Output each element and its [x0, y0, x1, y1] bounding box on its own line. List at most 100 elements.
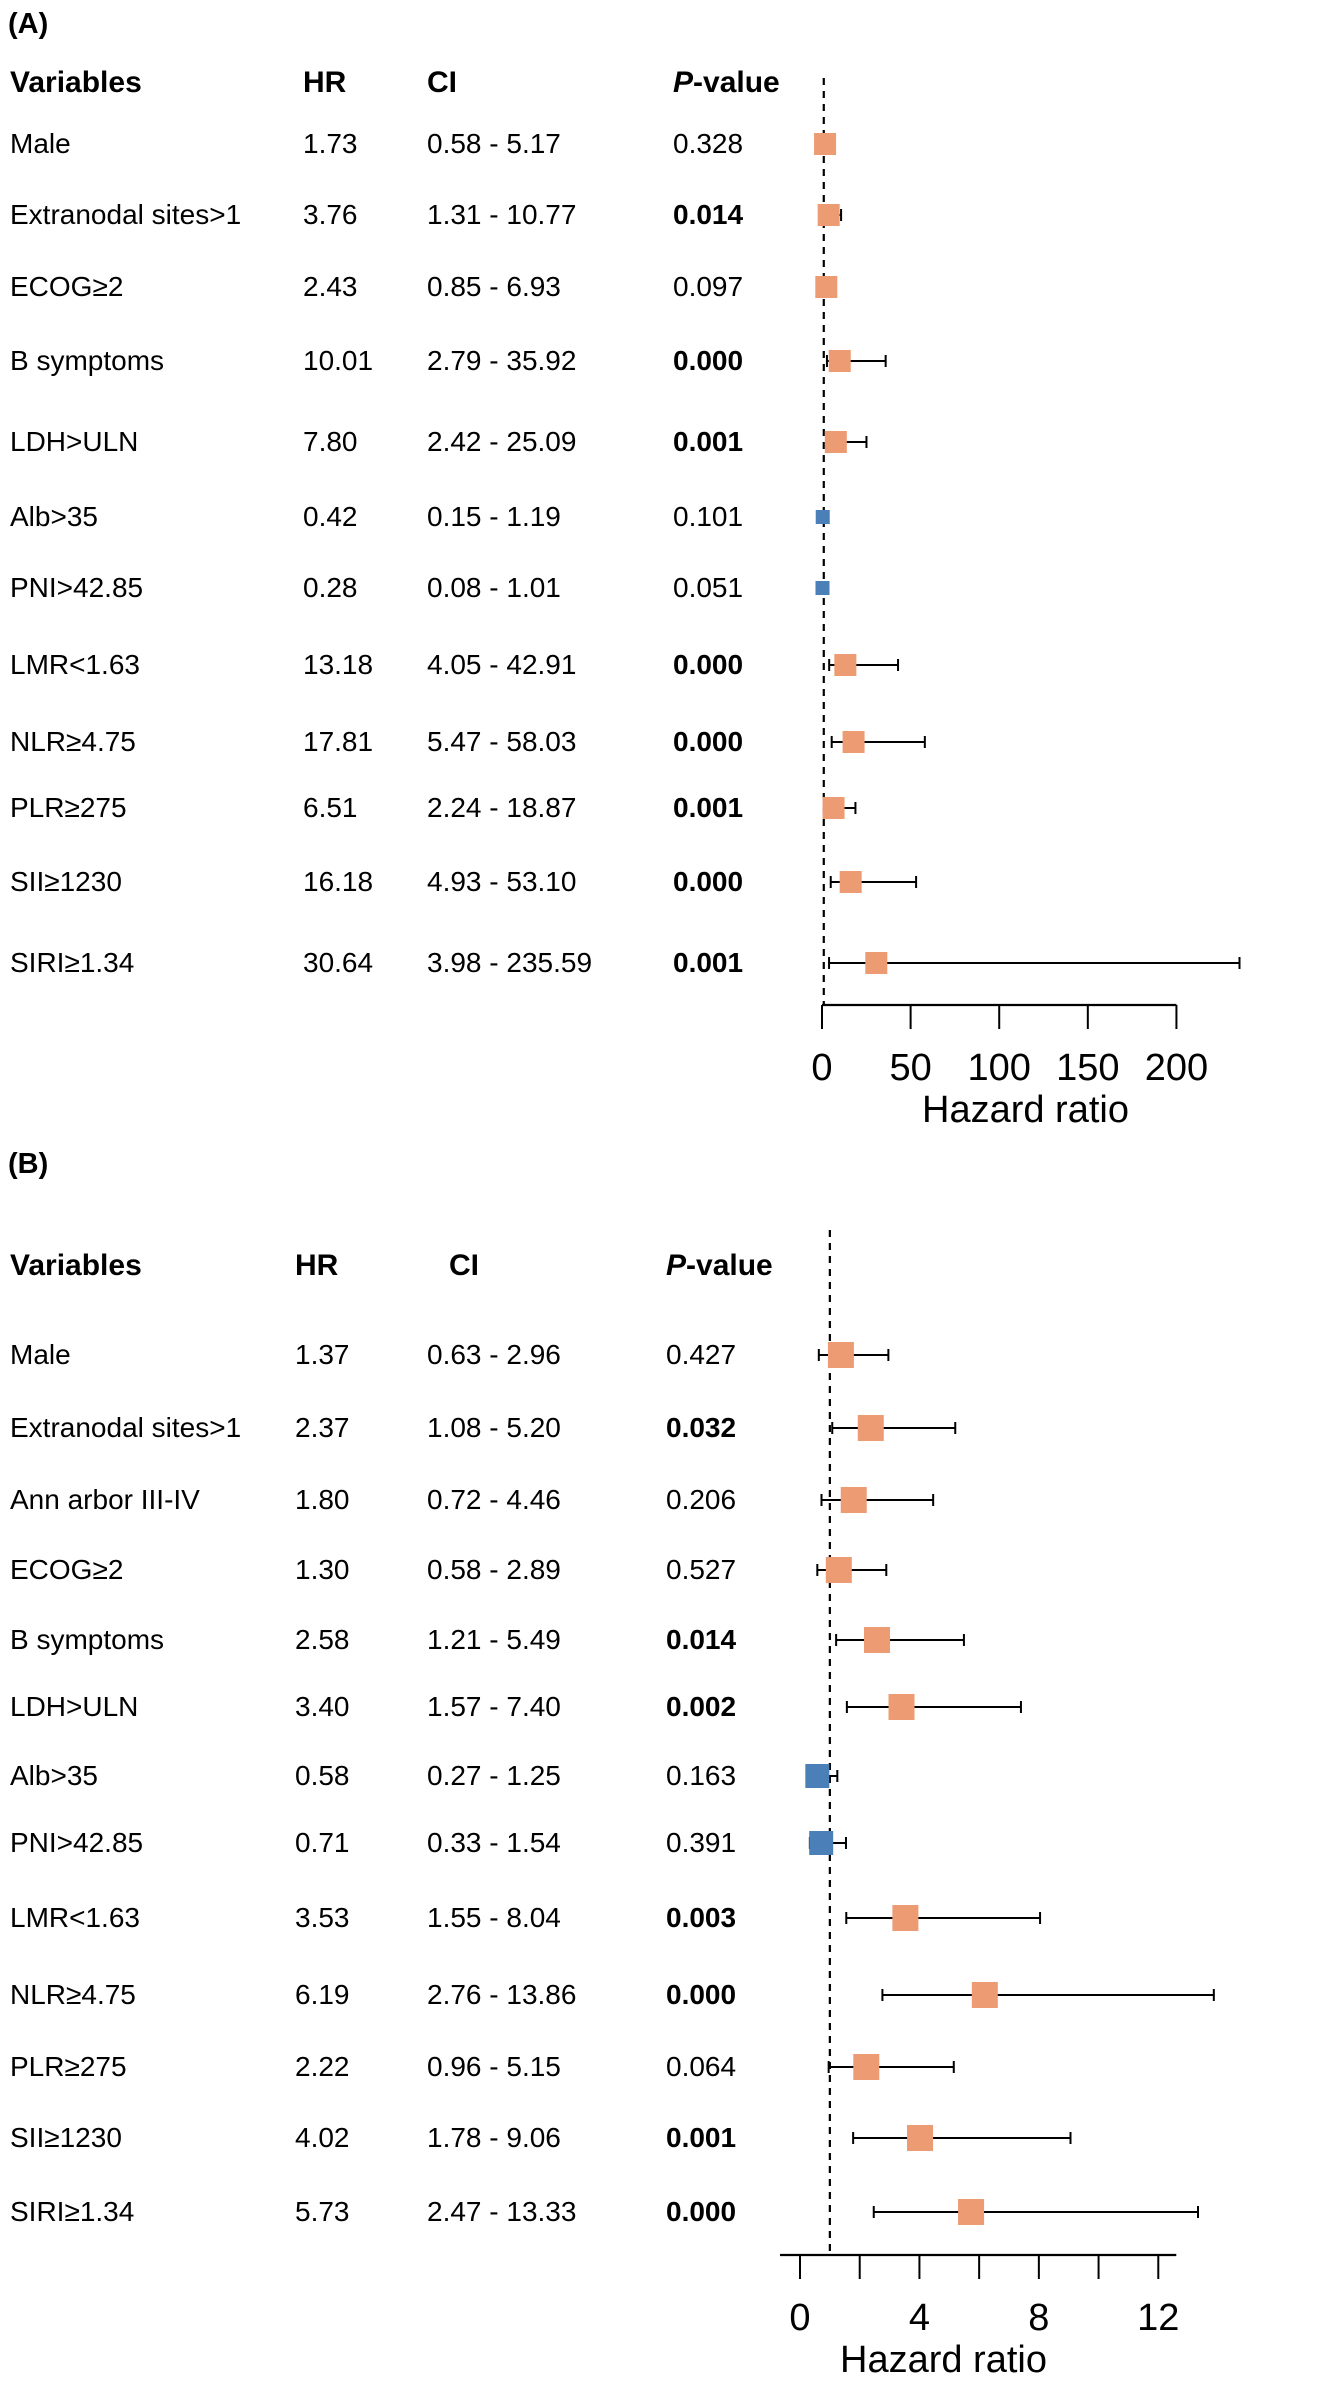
panel-a-hr-point	[814, 133, 837, 155]
panel-b-row-hr: 5.73	[295, 2196, 350, 2227]
panel-b-row-label: NLR≥4.75	[10, 1979, 136, 2010]
panel-a-x-tick-label: 100	[967, 1047, 1031, 1089]
panel-a-row-label: PNI>42.85	[10, 572, 144, 603]
panel-b-row-ci: 0.58 - 2.89	[427, 1554, 561, 1585]
panel-a-row-hr: 7.80	[303, 426, 358, 457]
panel-b-row-label: PLR≥275	[10, 2051, 127, 2082]
panel-a-row-p-value: 0.001	[673, 792, 744, 823]
panel-b-row-hr: 2.37	[295, 1412, 350, 1443]
panel-b-hr-point	[958, 2199, 985, 2225]
panel-a-row-hr: 16.18	[303, 866, 374, 897]
panel-a-row-hr: 17.81	[303, 726, 374, 757]
panel-b-row-ci: 0.96 - 5.15	[427, 2051, 561, 2082]
panel-b-x-axis-label: Hazard ratio	[840, 2339, 1047, 2381]
panel-b-row-ci: 1.08 - 5.20	[427, 1412, 561, 1443]
panel-b-x-tick-label: 0	[789, 2297, 811, 2339]
panel-a-x-tick-label: 0	[811, 1047, 833, 1089]
panel-a-header-ci: CI	[427, 66, 457, 99]
panel-a-hr-point	[824, 431, 847, 453]
panel-b-row-label: SIRI≥1.34	[10, 2196, 135, 2227]
panel-b-row-ci: 0.33 - 1.54	[427, 1827, 561, 1858]
panel-a-row-hr: 0.42	[303, 501, 358, 532]
panel-b-row-hr: 1.37	[295, 1339, 350, 1370]
panel-a-row-hr: 13.18	[303, 649, 374, 680]
panel-b-label: (B)	[8, 1148, 49, 1180]
panel-a-row-hr: 6.51	[303, 792, 358, 823]
panel-a-row-label: LDH>ULN	[10, 426, 139, 457]
panel-a-row-ci: 0.85 - 6.93	[427, 271, 561, 302]
panel-a-hr-point	[815, 581, 830, 595]
panel-a-header-hr: HR	[303, 66, 347, 99]
panel-b-hr-point	[825, 1557, 852, 1583]
panel-a-x-axis-label: Hazard ratio	[922, 1089, 1129, 1131]
panel-a-hr-point	[865, 952, 888, 974]
panel-a-row-p-value: 0.000	[673, 726, 744, 757]
panel-a-row-hr: 0.28	[303, 572, 358, 603]
panel-b-row-hr: 2.22	[295, 2051, 350, 2082]
panel-b-hr-point	[809, 1831, 834, 1855]
panel-b-row-p-value: 0.391	[666, 1827, 737, 1858]
panel-b-row-hr: 0.71	[295, 1827, 350, 1858]
panel-b-x-tick-label: 8	[1028, 2297, 1050, 2339]
panel-b-row-ci: 1.57 - 7.40	[427, 1691, 561, 1722]
panel-b-row-label: ECOG≥2	[10, 1554, 124, 1585]
panel-b-row-label: SII≥1230	[10, 2122, 122, 2153]
panel-a-row-ci: 4.05 - 42.91	[427, 649, 577, 680]
panel-a-row-label: Alb>35	[10, 501, 98, 532]
panel-b-row-p-value: 0.032	[666, 1412, 737, 1443]
panel-b-hr-point	[827, 1342, 854, 1368]
panel-a-row-p-value: 0.000	[673, 866, 744, 897]
panel-b-hr-point	[971, 1982, 998, 2008]
panel-b-row-hr: 2.58	[295, 1624, 350, 1655]
panel-a-row-p-value: 0.000	[673, 345, 744, 376]
panel-b-row-hr: 6.19	[295, 1979, 350, 2010]
panel-b-row-hr: 4.02	[295, 2122, 350, 2153]
panel-b-row-p-value: 0.000	[666, 2196, 737, 2227]
panel-a-row-ci: 0.15 - 1.19	[427, 501, 561, 532]
panel-a-row-p-value: 0.328	[673, 128, 744, 159]
panel-a-hr-point	[842, 731, 865, 753]
panel-a-row-hr: 10.01	[303, 345, 374, 376]
panel-b-row-ci: 1.21 - 5.49	[427, 1624, 561, 1655]
panel-b-row-p-value: 0.000	[666, 1979, 737, 2010]
panel-b-row-p-value: 0.014	[666, 1624, 737, 1655]
panel-a-row-p-value: 0.101	[673, 501, 744, 532]
panel-b-x-tick-label: 4	[908, 2297, 930, 2339]
panel-a-row-p-value: 0.000	[673, 649, 744, 680]
panel-a-hr-point	[834, 654, 857, 676]
panel-a-row-ci: 1.31 - 10.77	[427, 199, 577, 230]
panel-b-row-p-value: 0.002	[666, 1691, 737, 1722]
panel-b-hr-point	[857, 1415, 884, 1441]
panel-a-hr-point	[815, 276, 838, 298]
panel-b-row-hr: 1.80	[295, 1484, 350, 1515]
panel-b-row-label: B symptoms	[10, 1624, 165, 1655]
panel-b-row-label: Male	[10, 1339, 71, 1370]
panel-b-header-ci: CI	[449, 1249, 479, 1282]
panel-b-row-p-value: 0.064	[666, 2051, 737, 2082]
panel-a-row-hr: 30.64	[303, 947, 374, 978]
panel-a-row-label: LMR<1.63	[10, 649, 140, 680]
panel-a-row-p-value: 0.001	[673, 947, 744, 978]
panel-b-row-p-value: 0.527	[666, 1554, 737, 1585]
panel-a-row-ci: 2.79 - 35.92	[427, 345, 577, 376]
panel-b-row-ci: 2.76 - 13.86	[427, 1979, 577, 2010]
panel-a-row-label: B symptoms	[10, 345, 165, 376]
panel-b-row-p-value: 0.427	[666, 1339, 737, 1370]
panel-b-row-ci: 1.55 - 8.04	[427, 1902, 561, 1933]
panel-b-row-label: Alb>35	[10, 1760, 98, 1791]
panel-b-row-ci: 2.47 - 13.33	[427, 2196, 577, 2227]
panel-a-row-hr: 2.43	[303, 271, 358, 302]
panel-a-row-hr: 3.76	[303, 199, 358, 230]
panel-b-header-variables: Variables	[10, 1249, 142, 1282]
panel-b-row-p-value: 0.206	[666, 1484, 737, 1515]
panel-b-row-label: PNI>42.85	[10, 1827, 144, 1858]
panel-a-row-label: PLR≥275	[10, 792, 127, 823]
panel-b-hr-point	[888, 1694, 915, 1720]
panel-a-row-label: NLR≥4.75	[10, 726, 136, 757]
panel-b-x-tick-label: 12	[1137, 2297, 1180, 2339]
panel-b-header-p-italic: P	[666, 1249, 687, 1282]
panel-a-hr-point	[817, 204, 840, 226]
panel-a-row-p-value: 0.051	[673, 572, 744, 603]
panel-b-row-p-value: 0.163	[666, 1760, 737, 1791]
